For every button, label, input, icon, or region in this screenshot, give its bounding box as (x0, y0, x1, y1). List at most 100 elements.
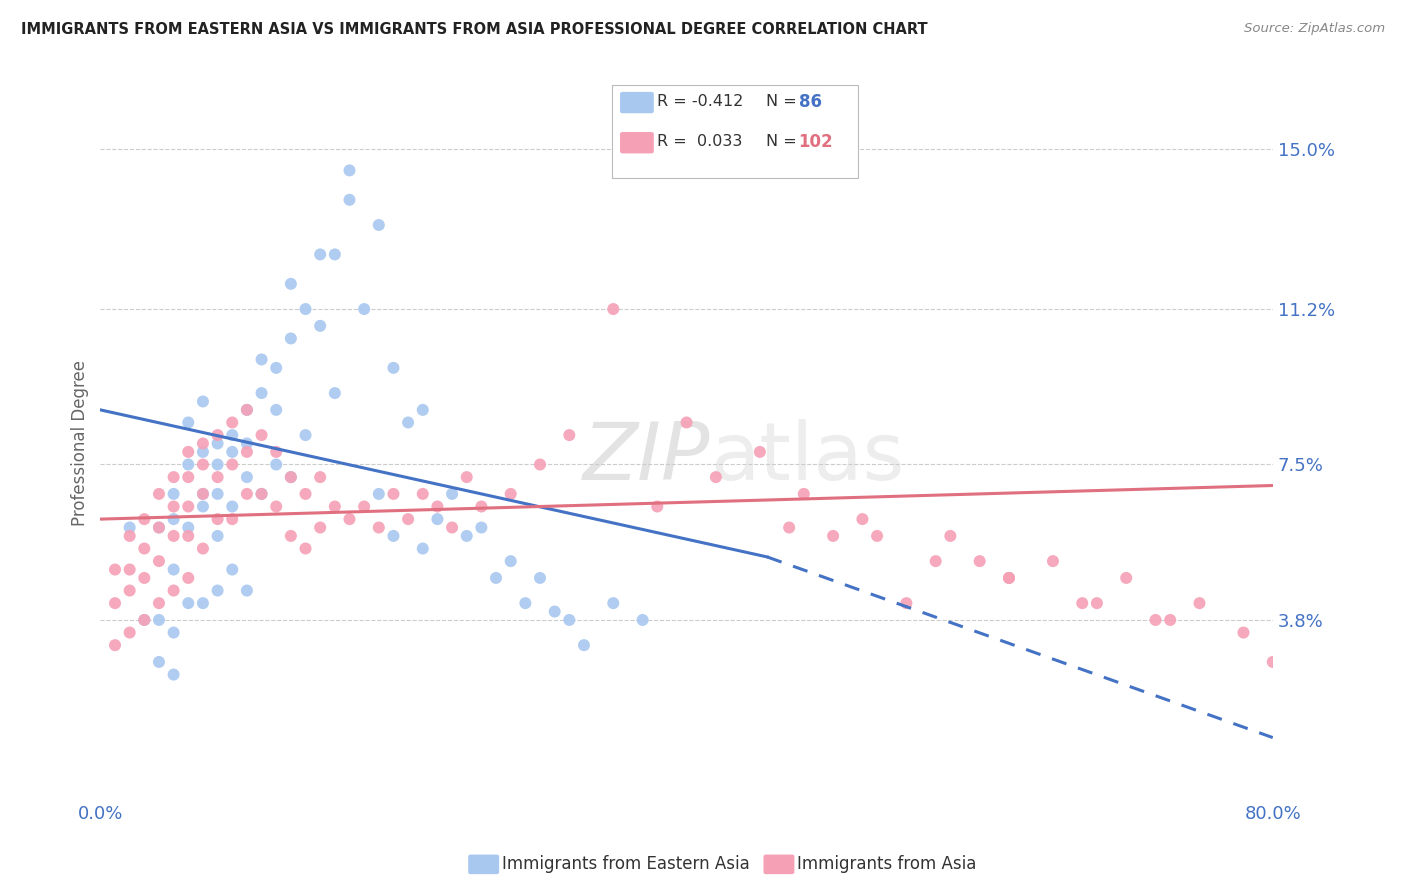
Point (939, 529, 962, 543)
Point (236, 445, 259, 459)
Point (1085, 596, 1108, 610)
Point (236, 470, 259, 484)
Point (675, 416, 697, 430)
Point (191, 541, 214, 556)
Point (250, 352, 273, 367)
Point (250, 487, 273, 501)
Point (309, 247, 332, 261)
Point (470, 520, 492, 534)
Point (396, 416, 419, 430)
Text: Source: ZipAtlas.com: Source: ZipAtlas.com (1244, 22, 1385, 36)
Point (1042, 554, 1064, 568)
Point (221, 416, 243, 430)
Text: IMMIGRANTS FROM EASTERN ASIA VS IMMIGRANTS FROM ASIA PROFESSIONAL DEGREE CORRELA: IMMIGRANTS FROM EASTERN ASIA VS IMMIGRAN… (21, 22, 928, 37)
Point (191, 436, 214, 450)
Point (543, 605, 565, 619)
Point (134, 512, 156, 526)
Point (177, 458, 200, 472)
Point (118, 529, 141, 543)
Point (823, 529, 845, 543)
Point (572, 638, 595, 652)
Point (236, 487, 259, 501)
Point (118, 520, 141, 534)
Point (998, 571, 1021, 585)
Point (177, 529, 200, 543)
Point (177, 470, 200, 484)
Point (148, 613, 170, 627)
Point (236, 403, 259, 417)
Point (148, 554, 170, 568)
Point (177, 571, 200, 585)
Point (177, 445, 200, 459)
Point (382, 487, 405, 501)
Point (162, 500, 184, 514)
Text: N =: N = (766, 95, 797, 109)
Point (191, 500, 214, 514)
Point (191, 487, 214, 501)
Point (207, 583, 229, 598)
Text: 86: 86 (799, 93, 821, 111)
Point (148, 520, 170, 534)
Point (529, 571, 551, 585)
Point (191, 596, 214, 610)
Point (294, 428, 316, 442)
Point (1115, 571, 1137, 585)
Point (148, 520, 170, 534)
Point (778, 520, 800, 534)
Point (412, 541, 434, 556)
Point (207, 529, 229, 543)
Point (323, 386, 346, 401)
Point (1232, 625, 1254, 640)
Point (134, 571, 156, 585)
Text: Immigrants from Eastern Asia: Immigrants from Eastern Asia (502, 855, 749, 873)
Point (441, 520, 464, 534)
Point (558, 613, 581, 627)
Point (558, 428, 581, 442)
Point (470, 500, 492, 514)
Point (485, 571, 508, 585)
Point (162, 512, 184, 526)
Point (896, 596, 918, 610)
Point (998, 571, 1021, 585)
Point (367, 218, 389, 232)
Point (221, 445, 243, 459)
Point (221, 512, 243, 526)
Point (309, 470, 332, 484)
Point (148, 487, 170, 501)
Point (264, 445, 287, 459)
Point (323, 500, 346, 514)
Point (207, 428, 229, 442)
Point (602, 301, 624, 316)
Point (162, 487, 184, 501)
Point (191, 445, 214, 459)
Point (162, 667, 184, 681)
Point (207, 458, 229, 472)
Point (382, 360, 405, 375)
Text: ZIP: ZIP (582, 418, 710, 497)
Point (280, 529, 302, 543)
Point (280, 470, 302, 484)
Point (499, 554, 522, 568)
Point (177, 520, 200, 534)
Point (294, 301, 316, 316)
Point (851, 512, 873, 526)
Point (134, 541, 156, 556)
Point (221, 428, 243, 442)
Point (236, 403, 259, 417)
Point (207, 512, 229, 526)
Point (207, 470, 229, 484)
Point (118, 562, 141, 576)
Point (499, 487, 522, 501)
Point (134, 613, 156, 627)
Point (382, 529, 405, 543)
Point (162, 625, 184, 640)
Point (294, 541, 316, 556)
Point (264, 360, 287, 375)
Point (339, 193, 361, 207)
Point (264, 458, 287, 472)
Point (704, 470, 727, 484)
Point (396, 512, 419, 526)
Point (515, 596, 537, 610)
Point (925, 554, 948, 568)
Point (280, 331, 302, 345)
